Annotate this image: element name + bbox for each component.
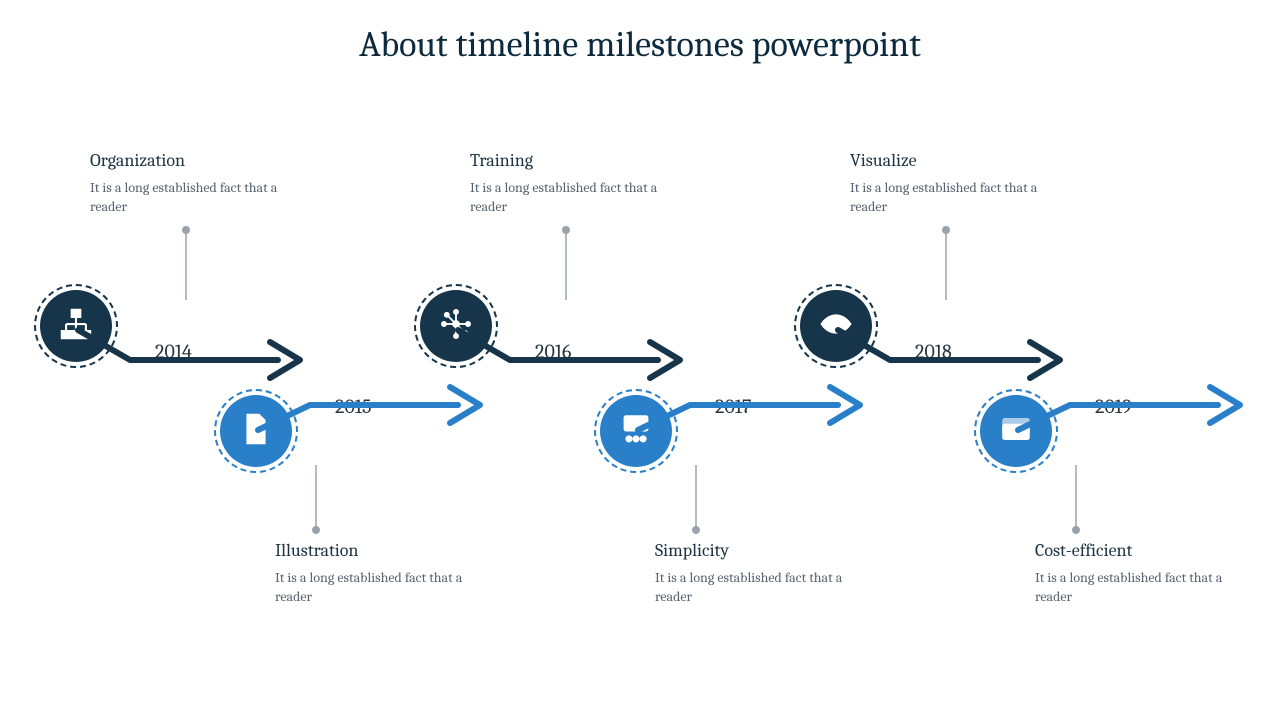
timeline-arrow (0, 0, 1280, 720)
timeline-stage: OrganizationIt is a long established fac… (0, 0, 1280, 720)
